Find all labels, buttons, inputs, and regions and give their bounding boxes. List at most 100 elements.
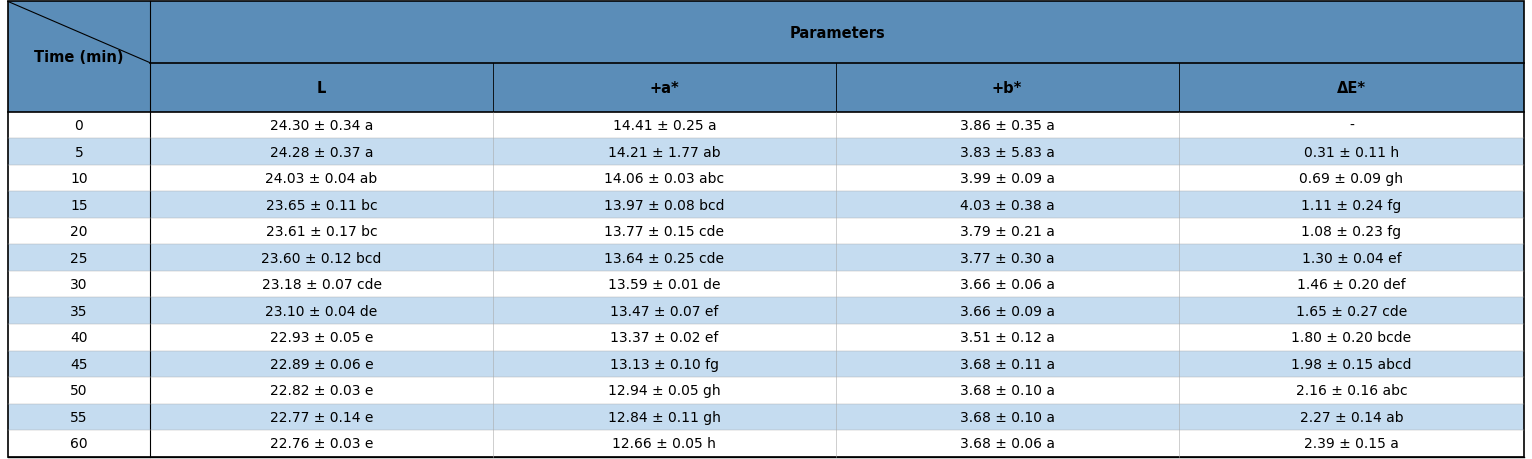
Text: 13.37 ± 0.02 ef: 13.37 ± 0.02 ef — [610, 330, 719, 345]
Bar — [836, 325, 1178, 351]
Bar — [493, 192, 836, 218]
Bar — [493, 139, 836, 166]
Bar — [150, 113, 493, 139]
Text: 23.65 ± 0.11 bc: 23.65 ± 0.11 bc — [265, 198, 377, 212]
Bar — [1178, 192, 1524, 218]
Text: 24.03 ± 0.04 ab: 24.03 ± 0.04 ab — [265, 172, 378, 186]
Bar — [150, 298, 493, 325]
Bar — [8, 166, 150, 192]
Text: 3.66 ± 0.09 a: 3.66 ± 0.09 a — [959, 304, 1054, 318]
Bar — [493, 325, 836, 351]
Text: 13.77 ± 0.15 cde: 13.77 ± 0.15 cde — [605, 225, 725, 239]
Bar — [1178, 403, 1524, 430]
Text: 3.77 ± 0.30 a: 3.77 ± 0.30 a — [961, 251, 1054, 265]
Bar — [836, 113, 1178, 139]
Text: 3.51 ± 0.12 a: 3.51 ± 0.12 a — [959, 330, 1054, 345]
Bar — [836, 430, 1178, 457]
Text: 10: 10 — [70, 172, 87, 186]
Bar — [1178, 245, 1524, 271]
Bar — [150, 271, 493, 298]
Bar — [836, 218, 1178, 245]
Text: 12.94 ± 0.05 gh: 12.94 ± 0.05 gh — [608, 383, 720, 397]
Text: 0: 0 — [75, 119, 83, 133]
Text: 23.60 ± 0.12 bcd: 23.60 ± 0.12 bcd — [262, 251, 381, 265]
Text: 22.76 ± 0.03 e: 22.76 ± 0.03 e — [270, 437, 374, 450]
Text: 55: 55 — [70, 410, 87, 424]
Bar — [150, 218, 493, 245]
Bar — [8, 218, 150, 245]
Bar — [493, 218, 836, 245]
Text: 20: 20 — [70, 225, 87, 239]
Text: Parameters: Parameters — [789, 26, 885, 40]
Bar — [1178, 351, 1524, 377]
Text: 13.64 ± 0.25 cde: 13.64 ± 0.25 cde — [605, 251, 725, 265]
Bar — [493, 64, 836, 113]
Bar — [493, 430, 836, 457]
Bar — [150, 351, 493, 377]
Bar — [836, 298, 1178, 325]
Bar — [8, 139, 150, 166]
Bar — [493, 351, 836, 377]
Text: 23.10 ± 0.04 de: 23.10 ± 0.04 de — [265, 304, 378, 318]
Text: +b*: +b* — [991, 81, 1022, 95]
Bar — [8, 430, 150, 457]
Text: ΔE*: ΔE* — [1337, 81, 1367, 95]
Bar — [493, 298, 836, 325]
Text: 3.83 ± 5.83 a: 3.83 ± 5.83 a — [959, 146, 1054, 159]
Text: 3.99 ± 0.09 a: 3.99 ± 0.09 a — [959, 172, 1054, 186]
Bar — [150, 245, 493, 271]
Text: -: - — [1350, 119, 1354, 133]
Bar — [836, 166, 1178, 192]
Text: 2.16 ± 0.16 abc: 2.16 ± 0.16 abc — [1296, 383, 1408, 397]
Text: Time (min): Time (min) — [34, 50, 124, 65]
Bar — [8, 113, 150, 139]
Text: L: L — [317, 81, 326, 95]
Bar — [1178, 166, 1524, 192]
Text: 12.66 ± 0.05 h: 12.66 ± 0.05 h — [613, 437, 717, 450]
Bar — [8, 2, 150, 113]
Text: 2.27 ± 0.14 ab: 2.27 ± 0.14 ab — [1299, 410, 1403, 424]
Text: 13.97 ± 0.08 bcd: 13.97 ± 0.08 bcd — [604, 198, 725, 212]
Bar — [1178, 64, 1524, 113]
Text: 40: 40 — [70, 330, 87, 345]
Bar — [1178, 430, 1524, 457]
Text: 23.61 ± 0.17 bc: 23.61 ± 0.17 bc — [265, 225, 377, 239]
Bar — [150, 430, 493, 457]
Bar — [1178, 218, 1524, 245]
Bar — [836, 351, 1178, 377]
Text: 25: 25 — [70, 251, 87, 265]
Text: 3.68 ± 0.11 a: 3.68 ± 0.11 a — [959, 357, 1054, 371]
Bar — [1178, 113, 1524, 139]
Text: 1.08 ± 0.23 fg: 1.08 ± 0.23 fg — [1301, 225, 1402, 239]
Bar — [8, 298, 150, 325]
Text: 60: 60 — [70, 437, 87, 450]
Bar — [8, 403, 150, 430]
Bar — [1178, 377, 1524, 403]
Bar — [8, 192, 150, 218]
Bar — [836, 245, 1178, 271]
Text: 4.03 ± 0.38 a: 4.03 ± 0.38 a — [959, 198, 1054, 212]
Text: +a*: +a* — [650, 81, 679, 95]
Text: 3.68 ± 0.10 a: 3.68 ± 0.10 a — [959, 410, 1054, 424]
Bar — [150, 192, 493, 218]
Text: 14.06 ± 0.03 abc: 14.06 ± 0.03 abc — [604, 172, 725, 186]
Text: 24.30 ± 0.34 a: 24.30 ± 0.34 a — [270, 119, 374, 133]
Bar — [836, 64, 1178, 113]
Text: 14.41 ± 0.25 a: 14.41 ± 0.25 a — [613, 119, 715, 133]
Bar — [493, 113, 836, 139]
Text: 5: 5 — [75, 146, 83, 159]
Text: 50: 50 — [70, 383, 87, 397]
Text: 22.89 ± 0.06 e: 22.89 ± 0.06 e — [270, 357, 374, 371]
Bar — [8, 245, 150, 271]
Text: 1.30 ± 0.04 ef: 1.30 ± 0.04 ef — [1302, 251, 1402, 265]
Text: 13.13 ± 0.10 fg: 13.13 ± 0.10 fg — [610, 357, 719, 371]
Text: 30: 30 — [70, 278, 87, 291]
Bar — [150, 377, 493, 403]
Text: 3.68 ± 0.10 a: 3.68 ± 0.10 a — [959, 383, 1054, 397]
Text: 0.69 ± 0.09 gh: 0.69 ± 0.09 gh — [1299, 172, 1403, 186]
Bar — [1178, 298, 1524, 325]
Bar — [1178, 271, 1524, 298]
Text: 1.80 ± 0.20 bcde: 1.80 ± 0.20 bcde — [1291, 330, 1411, 345]
Bar — [836, 271, 1178, 298]
Text: 3.79 ± 0.21 a: 3.79 ± 0.21 a — [959, 225, 1054, 239]
